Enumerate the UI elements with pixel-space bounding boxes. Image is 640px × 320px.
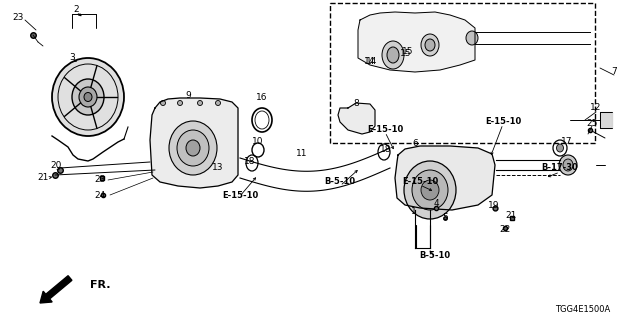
Text: 2: 2 [73, 5, 79, 14]
Ellipse shape [161, 100, 166, 106]
Text: B-17-30: B-17-30 [541, 164, 579, 172]
Text: 19: 19 [488, 202, 500, 211]
Ellipse shape [72, 79, 104, 115]
Text: 9: 9 [185, 92, 191, 100]
Ellipse shape [198, 100, 202, 106]
Text: 18: 18 [244, 157, 256, 166]
Ellipse shape [557, 144, 563, 152]
Ellipse shape [177, 130, 209, 166]
Ellipse shape [186, 140, 200, 156]
Text: B-5-10: B-5-10 [419, 251, 451, 260]
Ellipse shape [563, 159, 573, 171]
Ellipse shape [466, 31, 478, 45]
Text: 13: 13 [212, 164, 224, 172]
Bar [330, 3, 595, 143]
Text: 7: 7 [611, 68, 617, 76]
Text: 22: 22 [499, 226, 511, 235]
Ellipse shape [52, 58, 124, 136]
Text: B-5-10: B-5-10 [324, 178, 356, 187]
Ellipse shape [382, 41, 404, 69]
Text: 18: 18 [380, 146, 392, 155]
Ellipse shape [421, 180, 439, 200]
Polygon shape [600, 112, 612, 128]
Ellipse shape [216, 100, 221, 106]
Text: 17: 17 [561, 138, 573, 147]
Text: 23: 23 [94, 175, 106, 185]
Text: E-15-10: E-15-10 [222, 190, 258, 199]
Ellipse shape [404, 161, 456, 219]
Ellipse shape [559, 155, 577, 175]
Text: 3: 3 [69, 53, 75, 62]
Polygon shape [395, 146, 495, 210]
Text: 16: 16 [256, 92, 268, 101]
Ellipse shape [84, 92, 92, 101]
Text: 1: 1 [411, 207, 417, 217]
FancyArrow shape [40, 276, 72, 303]
Polygon shape [150, 98, 238, 188]
Text: 6: 6 [412, 139, 418, 148]
Text: 24: 24 [94, 191, 106, 201]
Text: 5: 5 [442, 213, 448, 222]
Text: 12: 12 [590, 103, 602, 113]
Text: FR.: FR. [90, 280, 111, 290]
Text: 8: 8 [353, 99, 359, 108]
Text: 15: 15 [403, 47, 413, 57]
Polygon shape [358, 12, 475, 72]
Text: 23: 23 [12, 13, 24, 22]
Ellipse shape [387, 47, 399, 63]
Ellipse shape [421, 34, 439, 56]
Text: TGG4E1500A: TGG4E1500A [555, 306, 610, 315]
Ellipse shape [412, 170, 448, 210]
Text: 25: 25 [586, 119, 598, 129]
Ellipse shape [79, 87, 97, 107]
Text: 10: 10 [252, 138, 264, 147]
Text: E-15-10: E-15-10 [367, 125, 403, 134]
Ellipse shape [425, 39, 435, 51]
Text: 4: 4 [433, 199, 439, 209]
Text: 21: 21 [506, 212, 516, 220]
Text: 15: 15 [400, 49, 412, 58]
Ellipse shape [177, 100, 182, 106]
Text: E-15-10: E-15-10 [402, 178, 438, 187]
Text: E-15-10: E-15-10 [485, 117, 521, 126]
Text: 11: 11 [296, 148, 308, 157]
Polygon shape [338, 103, 375, 134]
Text: 14: 14 [366, 58, 378, 67]
Text: 21: 21 [37, 173, 49, 182]
Ellipse shape [169, 121, 217, 175]
Text: 20: 20 [51, 162, 61, 171]
Text: 14: 14 [364, 58, 376, 67]
